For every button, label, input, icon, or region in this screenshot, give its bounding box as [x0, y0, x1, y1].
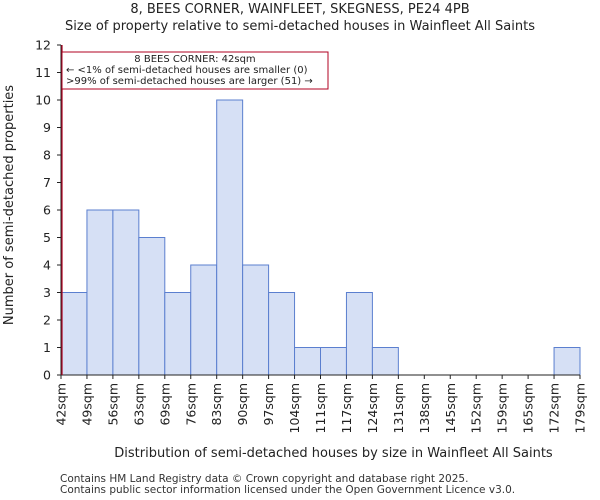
bar [371, 347, 399, 376]
bar [553, 347, 581, 376]
x-tick-label: 69sqm [157, 383, 172, 426]
bar [320, 347, 347, 376]
x-tick-label: 138sqm [417, 383, 432, 433]
chart-subtitle: Size of property relative to semi-detach… [65, 19, 535, 34]
x-tick-label: 97sqm [261, 383, 276, 426]
bar [242, 264, 270, 376]
y-tick-label: 6 [43, 203, 51, 218]
y-tick-label: 2 [43, 313, 51, 328]
y-tick-label: 5 [43, 230, 51, 245]
annotation-larger: >99% of semi-detached houses are larger … [66, 76, 313, 87]
x-tick-label: 90sqm [235, 383, 250, 426]
bar [345, 292, 373, 376]
bar [216, 99, 244, 376]
annotation-group: 8 BEES CORNER: 42sqm← <1% of semi-detach… [61, 45, 329, 375]
x-tick-label: 76sqm [183, 383, 198, 426]
x-tick-label: 165sqm [521, 383, 536, 433]
bar [138, 237, 166, 376]
y-tick-label: 10 [35, 93, 51, 108]
annotation-smaller: ← <1% of semi-detached houses are smalle… [66, 65, 308, 76]
x-tick-label: 117sqm [339, 383, 354, 433]
y-tick-label: 1 [43, 340, 51, 355]
x-tick-label: 152sqm [469, 383, 484, 433]
footer-copyright: Contains HM Land Registry data © Crown c… [60, 473, 469, 485]
bar [294, 347, 321, 376]
y-tick-label: 3 [43, 285, 51, 300]
x-tick-label: 124sqm [365, 383, 380, 433]
y-tick-label: 0 [43, 368, 51, 383]
y-tick-label: 11 [35, 65, 51, 80]
y-tick-label: 8 [43, 148, 51, 163]
x-tick-label: 145sqm [443, 383, 458, 433]
x-tick-label: 179sqm [573, 383, 588, 433]
bar [86, 209, 114, 376]
annotation-box [61, 51, 329, 90]
x-tick-label: 131sqm [391, 383, 406, 433]
chart-title: 8, BEES CORNER, WAINFLEET, SKEGNESS, PE2… [130, 2, 470, 17]
x-tick-label: 63sqm [131, 383, 146, 426]
annotation-title: 8 BEES CORNER: 42sqm [134, 54, 255, 65]
x-tick-label: 42sqm [54, 383, 69, 426]
bars-group [60, 99, 581, 376]
footer-licence: Contains public sector information licen… [60, 484, 516, 496]
x-tick-label: 111sqm [313, 383, 328, 433]
x-tick-label: 83sqm [209, 383, 224, 426]
bar [164, 292, 192, 376]
bar [268, 292, 296, 376]
x-tick-label: 159sqm [495, 383, 510, 433]
y-tick-label: 9 [43, 120, 51, 135]
y-tick-label: 12 [35, 38, 51, 53]
y-tick-label: 7 [43, 175, 51, 190]
x-tick-label: 172sqm [547, 383, 562, 433]
x-tick-label: 56sqm [105, 383, 120, 426]
x-tick-label: 49sqm [79, 383, 94, 426]
y-tick-label: 4 [43, 258, 51, 273]
x-axis-label: Distribution of semi-detached houses by … [114, 446, 553, 461]
bar [60, 292, 88, 376]
bar [190, 264, 218, 376]
y-axis-label: Number of semi-detached properties [2, 85, 17, 325]
bar [112, 209, 140, 376]
x-tick-label: 104sqm [287, 383, 302, 433]
